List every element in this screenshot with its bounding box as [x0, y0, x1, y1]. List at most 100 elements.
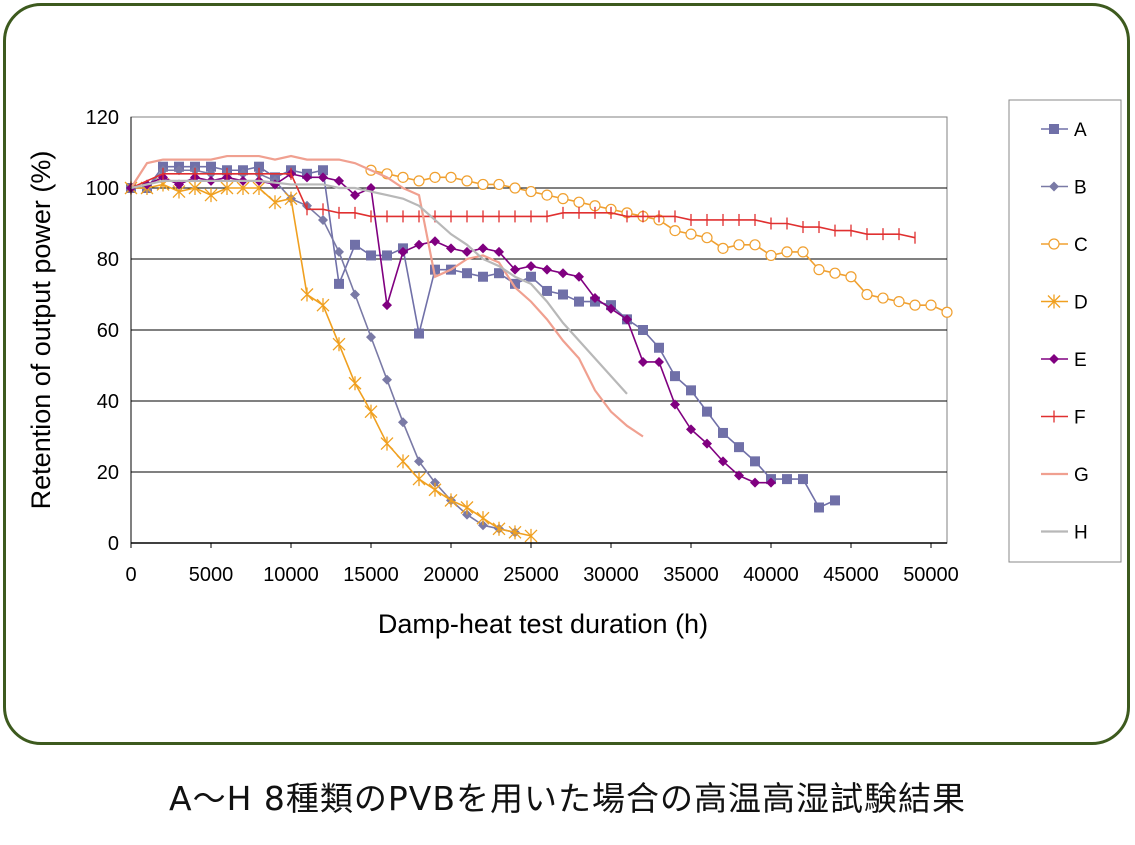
- x-tick-label: 50000: [903, 564, 959, 586]
- legend-label-D: D: [1074, 293, 1088, 314]
- gridlines: [131, 187, 947, 473]
- data-point-E: [718, 456, 728, 467]
- x-tick-label: 25000: [503, 564, 559, 586]
- data-point-C: [541, 189, 553, 201]
- data-point-C: [749, 239, 761, 251]
- data-point-A: [654, 342, 664, 353]
- data-point-D: [300, 287, 314, 302]
- data-point-E: [334, 175, 344, 186]
- data-point-A: [702, 406, 712, 417]
- data-point-E: [510, 264, 520, 275]
- data-point-C: [493, 178, 505, 191]
- legend-label-F: F: [1074, 408, 1086, 429]
- data-point-D: [524, 528, 538, 543]
- data-point-D: [412, 472, 426, 487]
- x-tick-label: 5000: [189, 564, 234, 586]
- data-point-C: [685, 228, 697, 240]
- legend-label-H: H: [1074, 523, 1088, 544]
- data-point-E: [606, 303, 616, 314]
- y-tick-label: 40: [97, 391, 119, 413]
- data-point-E: [430, 236, 440, 247]
- data-point-E: [398, 246, 408, 257]
- data-point-E: [654, 356, 664, 367]
- data-point-C: [525, 185, 537, 198]
- data-point-B: [478, 520, 488, 531]
- y-tick-label: 0: [108, 533, 119, 555]
- series-G: [130, 154, 644, 438]
- data-point-E: [702, 438, 712, 449]
- data-point-A: [366, 250, 376, 261]
- figure-caption: A～H 8種類のPVBを用いた場合の高温高湿試験結果: [169, 779, 966, 818]
- data-point-D: [492, 521, 506, 536]
- x-axis-title: Damp-heat test duration (h): [378, 609, 708, 639]
- legend: A B C D E F G H: [1008, 99, 1122, 563]
- data-point-B: [366, 332, 376, 343]
- data-point-C: [845, 271, 857, 283]
- x-tick-label: 45000: [823, 564, 879, 586]
- y-tick-label: 80: [97, 249, 119, 271]
- data-point-E: [590, 293, 600, 304]
- data-point-A: [670, 371, 680, 382]
- data-point-D: [476, 511, 490, 526]
- y-tick-label: 60: [97, 320, 119, 342]
- data-point-C: [701, 232, 713, 244]
- data-point-C: [861, 288, 873, 301]
- data-point-E: [318, 172, 328, 183]
- x-tick-label: 10000: [263, 564, 319, 586]
- data-point-E: [350, 190, 360, 201]
- data-point-E: [462, 246, 472, 257]
- data-point-C: [781, 246, 793, 258]
- data-point-D: [364, 404, 378, 419]
- data-point-D: [428, 482, 442, 497]
- y-tick-label: 120: [86, 107, 119, 129]
- data-point-C: [477, 178, 489, 191]
- data-point-A: [254, 161, 264, 172]
- data-point-B: [318, 214, 328, 225]
- data-point-A: [830, 495, 840, 506]
- data-point-C: [717, 242, 729, 254]
- legend-marker-C: [1048, 238, 1060, 250]
- legend-marker-B: [1049, 181, 1059, 192]
- data-point-E: [574, 271, 584, 282]
- data-point-D: [380, 436, 394, 451]
- data-point-A: [478, 271, 488, 282]
- data-point-E: [558, 268, 568, 279]
- y-tick-label: 20: [97, 462, 119, 484]
- data-point-A: [318, 165, 328, 176]
- legend-box: [1008, 99, 1122, 563]
- legend-label-G: G: [1074, 465, 1089, 486]
- x-tick-label: 20000: [423, 564, 479, 586]
- data-point-E: [382, 300, 392, 311]
- data-point-E: [766, 477, 776, 488]
- series-line-G: [130, 154, 644, 438]
- data-point-B: [398, 417, 408, 428]
- data-point-C: [413, 175, 425, 187]
- data-point-A: [382, 250, 392, 261]
- data-point-D: [284, 191, 298, 206]
- x-tick-label: 40000: [743, 564, 799, 586]
- data-point-C: [877, 292, 889, 304]
- series-E: [126, 168, 776, 488]
- data-point-E: [542, 264, 552, 275]
- data-point-A: [686, 385, 696, 396]
- series-F: [130, 167, 916, 244]
- data-point-A: [334, 278, 344, 289]
- series-line-D: [131, 183, 532, 537]
- data-point-B: [382, 374, 392, 385]
- data-point-A: [494, 268, 504, 279]
- x-tick-label: 15000: [343, 564, 399, 586]
- data-point-A: [558, 289, 568, 300]
- data-point-C: [461, 175, 473, 187]
- y-axis-title: Retention of output power (%): [26, 151, 56, 510]
- data-point-D: [268, 195, 282, 210]
- legend-marker-A: [1049, 124, 1059, 134]
- data-point-A: [462, 268, 472, 279]
- data-point-B: [174, 165, 184, 176]
- data-point-C: [797, 246, 809, 258]
- data-point-C: [925, 299, 937, 311]
- data-point-C: [429, 171, 441, 183]
- data-point-B: [430, 477, 440, 488]
- data-point-A: [510, 278, 520, 289]
- series-D: [124, 177, 538, 543]
